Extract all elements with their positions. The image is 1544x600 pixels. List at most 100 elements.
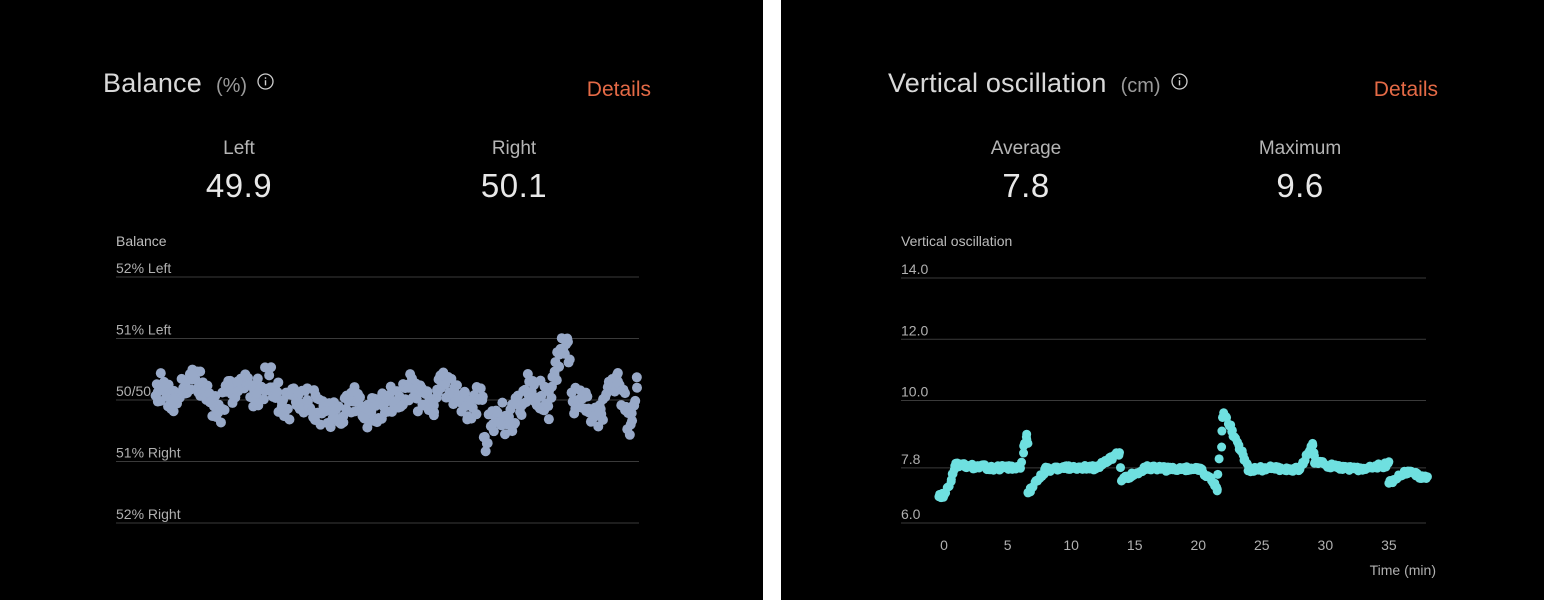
data-point [435,370,446,381]
info-icon[interactable] [257,73,274,90]
data-point [454,395,465,405]
data-point [1116,463,1126,473]
oscillation-title: Vertical oscillation [888,68,1107,98]
data-point [168,406,179,417]
data-point [632,382,642,393]
oscillation-chart-title: Vertical oscillation [901,233,1013,249]
data-point [1117,475,1127,485]
data-point [325,422,336,433]
data-point [524,376,535,387]
data-point [333,401,344,412]
left-value: 49.9 [205,167,273,204]
data-point [188,370,199,381]
data-point [1309,448,1319,458]
data-point [1142,463,1152,473]
balance-chart: 52% Left 51% Left 50/50 51% Right 52% Right [116,260,642,524]
data-point [948,469,958,479]
data-point [626,408,637,419]
data-point [202,380,213,391]
oscillation-panel: Vertical oscillation (cm) Details Averag… [781,0,1544,600]
balance-details-link[interactable]: Details [586,78,651,101]
data-point [1193,463,1203,473]
data-point [624,429,635,440]
y-tick-label: 50/50 [116,383,151,399]
data-point [352,388,363,399]
data-point [582,391,593,402]
average-stat: Average 7.8 [926,138,1126,206]
data-point [612,368,623,379]
left-label: Left [223,138,255,159]
data-point [1416,472,1426,482]
data-point [1066,463,1076,473]
balance-panel: Balance (%) Details Left 49.9 Right 50.1… [0,0,763,600]
data-point [1295,464,1305,474]
y-tick-label: 7.8 [901,451,921,467]
right-stat: Right 50.1 [414,138,614,206]
data-point [1333,463,1343,473]
data-point [156,382,167,393]
y-tick-label: 51% Right [116,445,181,461]
data-point [612,376,623,387]
balance-title: Balance [103,68,202,98]
oscillation-unit: (cm) [1120,75,1161,97]
data-point [1384,457,1394,467]
data-point [990,463,1000,473]
data-point [625,419,636,430]
oscillation-title-row: Vertical oscillation (cm) [888,68,1188,108]
data-point [1270,463,1279,473]
data-point [215,417,226,428]
data-point [403,382,414,393]
data-point [429,407,440,418]
data-point [536,390,547,401]
data-point [1422,472,1432,482]
x-tick-label: 20 [1190,537,1206,553]
data-point [1358,464,1368,474]
data-point [276,401,287,412]
data-point [378,401,389,412]
data-point [451,380,462,391]
maximum-stat: Maximum 9.6 [1200,138,1400,206]
data-point [1213,469,1223,479]
data-point [479,431,490,442]
y-tick-label: 52% Right [116,506,181,522]
data-point [232,376,243,387]
data-point [965,461,974,471]
info-icon[interactable] [1170,73,1188,90]
balance-chart-title: Balance [116,233,167,249]
data-point [1212,484,1222,494]
x-tick-label: 15 [1127,537,1143,553]
data-point [1022,429,1032,439]
y-tick-label: 51% Left [116,322,171,338]
data-point [543,401,554,412]
oscillation-details-link[interactable]: Details [1373,78,1438,101]
data-point [480,446,491,457]
data-point [1219,408,1229,418]
data-point [302,395,313,405]
data-point [251,388,262,399]
data-point [597,414,608,425]
y-tick-label: 10.0 [901,384,928,400]
data-point [475,383,486,394]
data-point [1384,478,1394,488]
data-point [327,413,338,424]
data-point [273,377,284,388]
data-point [488,426,499,437]
data-point [169,395,180,405]
y-tick-label: 6.0 [901,506,921,522]
left-stat: Left 49.9 [139,138,339,206]
x-tick-label: 0 [940,537,948,553]
data-point [1023,438,1033,448]
maximum-value: 9.6 [1276,167,1324,204]
balance-title-row: Balance (%) [103,68,274,108]
data-point [593,407,604,418]
data-point [516,409,527,420]
data-point [460,387,471,398]
data-point [1214,454,1224,464]
right-value: 50.1 [480,167,548,204]
data-point [1244,464,1254,474]
y-tick-label: 14.0 [901,261,928,277]
balance-unit: (%) [215,75,248,97]
data-point [471,409,482,420]
y-tick-label: 12.0 [901,322,928,338]
data-point [1217,426,1227,436]
